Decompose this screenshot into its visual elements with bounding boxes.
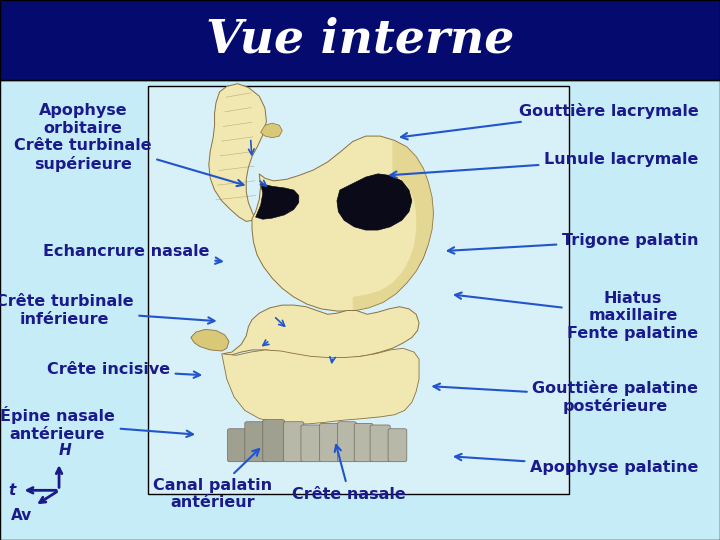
Polygon shape [353,140,433,311]
FancyBboxPatch shape [338,422,356,462]
Text: Gouttière lacrymale: Gouttière lacrymale [401,103,698,139]
Text: Épine nasale
antérieure: Épine nasale antérieure [0,406,193,442]
Polygon shape [252,136,433,311]
FancyBboxPatch shape [228,429,248,462]
Polygon shape [191,329,229,351]
FancyBboxPatch shape [388,429,407,462]
FancyBboxPatch shape [370,425,390,462]
Text: t: t [9,483,16,498]
FancyBboxPatch shape [354,423,373,462]
FancyBboxPatch shape [320,423,340,462]
Text: Canal palatin
antérieur: Canal palatin antérieur [153,449,272,510]
Text: Apophyse palatine: Apophyse palatine [455,454,698,475]
FancyBboxPatch shape [0,0,720,80]
Text: Lunule lacrymale: Lunule lacrymale [390,152,698,178]
FancyBboxPatch shape [301,425,321,462]
Text: Crête nasale: Crête nasale [292,445,406,502]
Polygon shape [209,84,266,221]
Polygon shape [337,174,412,230]
FancyBboxPatch shape [263,420,284,462]
Text: Hiatus
maxillaire
Fente palatine: Hiatus maxillaire Fente palatine [455,291,698,341]
Text: Trigone palatin: Trigone palatin [448,233,698,254]
FancyBboxPatch shape [284,422,304,462]
Text: Crête turbinale
inférieure: Crête turbinale inférieure [0,294,215,327]
Text: Apophyse
orbitaire
Crête turbinale
supérieure: Apophyse orbitaire Crête turbinale supér… [14,104,243,186]
Polygon shape [256,184,299,219]
FancyBboxPatch shape [245,422,266,462]
Text: H: H [58,443,71,458]
Text: Gouttière palatine
postérieure: Gouttière palatine postérieure [433,380,698,414]
Polygon shape [223,305,419,359]
Polygon shape [261,123,282,138]
FancyBboxPatch shape [0,80,720,540]
FancyBboxPatch shape [148,86,569,494]
Text: Av: Av [11,508,32,523]
Text: Echancrure nasale: Echancrure nasale [43,244,222,264]
Text: Vue interne: Vue interne [206,17,514,63]
Polygon shape [222,348,419,424]
Text: Crête incisive: Crête incisive [47,362,200,378]
